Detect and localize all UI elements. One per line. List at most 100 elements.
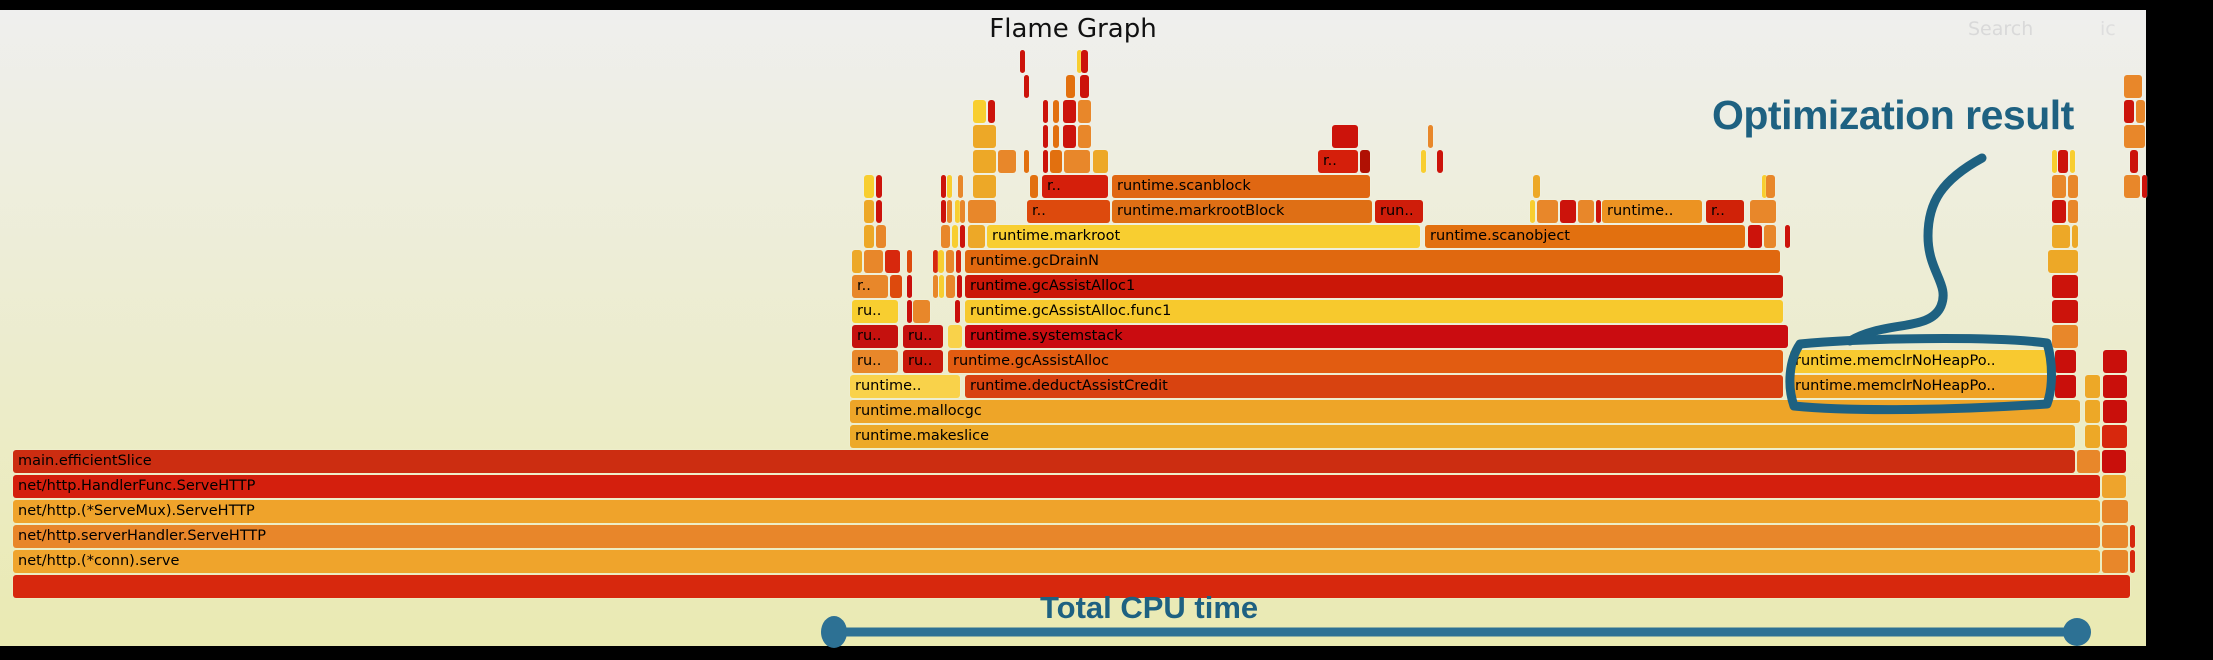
flame-frame[interactable] (1093, 150, 1108, 173)
flame-frame[interactable] (1050, 150, 1062, 173)
flame-frame[interactable]: runtime.scanblock (1112, 175, 1370, 198)
flame-frame[interactable] (2102, 500, 2128, 523)
flame-frame[interactable] (948, 325, 962, 348)
flame-frame[interactable] (2068, 175, 2078, 198)
flame-frame[interactable] (938, 250, 944, 273)
flame-frame[interactable] (2103, 375, 2127, 398)
flame-frame[interactable] (1785, 225, 1790, 248)
flame-frame[interactable] (2055, 375, 2076, 398)
flame-frame[interactable] (885, 250, 900, 273)
flame-frame[interactable]: runtime.. (1602, 200, 1702, 223)
flame-frame[interactable] (1066, 75, 1075, 98)
flame-frame[interactable] (876, 175, 882, 198)
flame-frame[interactable] (973, 175, 996, 198)
flame-frame[interactable] (2136, 100, 2145, 123)
flame-frame[interactable] (2102, 550, 2128, 573)
flame-frame[interactable] (2102, 475, 2126, 498)
flame-frame[interactable] (2142, 175, 2147, 198)
flame-frame[interactable] (1043, 150, 1048, 173)
flame-frame[interactable] (941, 200, 946, 223)
flame-frame[interactable] (2103, 400, 2127, 423)
flame-frame[interactable]: net/http.HandlerFunc.ServeHTTP (13, 475, 2100, 498)
flame-frame[interactable] (864, 175, 874, 198)
flame-frame[interactable] (2048, 250, 2078, 273)
flame-frame[interactable]: ru.. (903, 350, 943, 373)
flame-frame[interactable] (960, 225, 965, 248)
flame-frame[interactable] (1428, 125, 1433, 148)
flame-frame[interactable] (941, 225, 950, 248)
flame-frame[interactable]: runtime.gcAssistAlloc (948, 350, 1783, 373)
flame-frame[interactable] (933, 275, 938, 298)
flame-frame[interactable] (2052, 200, 2066, 223)
flame-frame[interactable]: runtime.memclrNoHeapPo.. (1790, 350, 2050, 373)
flame-frame[interactable] (907, 275, 912, 298)
flame-frame[interactable] (960, 200, 965, 223)
flame-frame[interactable]: runtime.memclrNoHeapPo.. (1790, 375, 2050, 398)
flame-frame[interactable] (973, 125, 996, 148)
flame-frame[interactable] (1030, 175, 1038, 198)
flame-frame[interactable]: runtime.makeslice (850, 425, 2075, 448)
flame-frame[interactable]: runtime.gcAssistAlloc.func1 (965, 300, 1783, 323)
flame-frame[interactable]: runtime.markroot (987, 225, 1420, 248)
flame-frame[interactable] (2130, 550, 2135, 573)
flame-frame[interactable] (2058, 150, 2068, 173)
flame-frame[interactable] (958, 175, 963, 198)
flame-frame[interactable] (2124, 175, 2140, 198)
flame-frame[interactable] (1332, 125, 1358, 148)
flame-frame[interactable]: run.. (1375, 200, 1423, 223)
flame-frame[interactable] (1766, 175, 1775, 198)
flame-frame[interactable]: runtime.gcAssistAlloc1 (965, 275, 1783, 298)
flame-frame[interactable] (2124, 125, 2145, 148)
flame-frame[interactable] (1530, 200, 1535, 223)
flame-frame[interactable]: net/http.(*conn).serve (13, 550, 2100, 573)
flame-frame[interactable] (907, 250, 912, 273)
flame-frame[interactable] (1537, 200, 1558, 223)
flame-frame[interactable] (2124, 75, 2142, 98)
flame-frame[interactable]: runtime.. (850, 375, 960, 398)
flame-frame[interactable] (2124, 100, 2134, 123)
flame-frame[interactable] (1578, 200, 1594, 223)
flame-frame[interactable]: runtime.mallocgc (850, 400, 2080, 423)
flame-frame[interactable] (2052, 325, 2078, 348)
flame-frame[interactable] (2052, 150, 2057, 173)
flame-frame[interactable]: ru.. (852, 300, 898, 323)
flame-frame[interactable] (946, 250, 954, 273)
flame-frame[interactable]: r.. (1027, 200, 1110, 223)
flame-frame[interactable] (952, 225, 958, 248)
flame-frame[interactable]: r.. (1706, 200, 1744, 223)
flame-frame[interactable]: net/http.serverHandler.ServeHTTP (13, 525, 2100, 548)
flame-frame[interactable] (2068, 200, 2078, 223)
flame-frame[interactable] (1077, 50, 1082, 73)
flame-frame[interactable] (1020, 50, 1025, 73)
flame-frame[interactable] (1360, 150, 1370, 173)
flame-frame[interactable] (2052, 175, 2066, 198)
flame-frame[interactable] (1064, 150, 1090, 173)
flame-frame[interactable] (968, 200, 996, 223)
flame-frame[interactable] (1596, 200, 1601, 223)
flame-frame[interactable]: r.. (1318, 150, 1358, 173)
flame-frame[interactable] (973, 150, 996, 173)
flame-frame[interactable] (907, 300, 912, 323)
flame-frame[interactable] (2052, 300, 2078, 323)
flame-frame[interactable] (2102, 450, 2126, 473)
flame-frame[interactable] (864, 200, 874, 223)
search-button[interactable]: Search (1968, 18, 2034, 40)
flame-frame[interactable] (2052, 275, 2078, 298)
flame-frame[interactable]: runtime.deductAssistCredit (965, 375, 1783, 398)
flame-frame[interactable] (939, 275, 944, 298)
flame-frame[interactable] (1078, 100, 1091, 123)
flame-frame[interactable] (1081, 50, 1088, 73)
flame-frame[interactable] (1762, 175, 1767, 198)
flame-frame[interactable] (876, 225, 886, 248)
flame-frame[interactable] (1053, 100, 1059, 123)
flame-frame[interactable]: runtime.markrootBlock (1112, 200, 1372, 223)
flame-frame[interactable]: r.. (852, 275, 888, 298)
flame-frame[interactable] (956, 250, 961, 273)
flame-frame[interactable] (2055, 350, 2076, 373)
flame-frame[interactable]: main.efficientSlice (13, 450, 2075, 473)
flame-frame[interactable]: ru.. (903, 325, 943, 348)
flame-frame[interactable] (2130, 525, 2135, 548)
flame-frame[interactable] (1750, 200, 1776, 223)
flame-frame[interactable] (1437, 150, 1443, 173)
flame-frame[interactable] (998, 150, 1016, 173)
